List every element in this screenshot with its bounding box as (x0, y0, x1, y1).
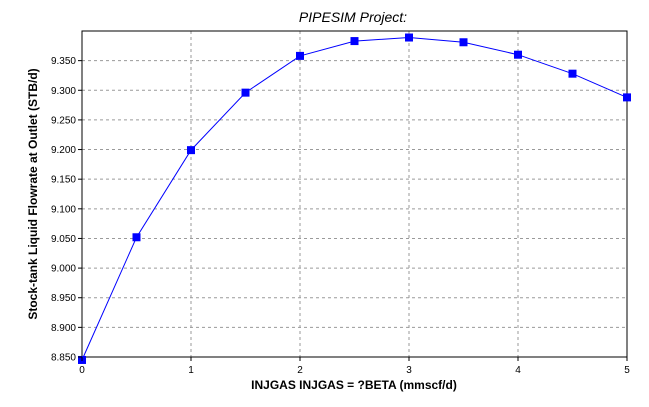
y-tick-label: 9.100 (51, 204, 76, 215)
x-tick-label: 2 (297, 365, 303, 376)
y-tick-label: 8.850 (51, 353, 76, 364)
y-tick-label: 9.200 (51, 145, 76, 156)
y-tick-label: 9.150 (51, 175, 76, 186)
y-tick-label: 9.000 (51, 264, 76, 275)
data-point (132, 233, 141, 242)
x-tick-label: 3 (406, 365, 412, 376)
plot-frame (81, 30, 628, 358)
y-tick-label: 9.300 (51, 86, 76, 97)
x-tick-label: 4 (515, 365, 521, 376)
y-tick-labels: 8.850 8.900 8.950 9.000 9.050 9.100 9.150 9.200… (51, 56, 82, 364)
data-point (187, 146, 195, 155)
data-point (623, 93, 631, 102)
series-layer (78, 33, 631, 364)
y-tick-label: 9.350 (51, 56, 76, 67)
data-point (350, 37, 359, 46)
x-tick-label: 1 (188, 365, 194, 376)
y-tick-label: 8.950 (51, 293, 76, 304)
series-line (81, 36, 628, 361)
x-tick-label: 5 (624, 365, 630, 376)
x-tick-label: 0 (79, 365, 85, 376)
y-tick-label: 9.250 (51, 115, 76, 126)
y-tick-label: 8.900 (51, 323, 76, 334)
y-axis-label: Stock-tank Liquid Flowrate at Outlet (ST… (26, 68, 40, 319)
chart-title: PIPESIM Project: (299, 9, 407, 25)
data-point (568, 69, 577, 78)
data-point (514, 50, 522, 59)
data-point (405, 33, 413, 42)
data-point (296, 51, 304, 60)
y-tick-label: 9.050 (51, 234, 76, 245)
x-tick-labels: 0 1 2 3 4 5 (79, 357, 630, 376)
x-axis-label: INJGAS INJGAS = ?BETA (mmscf/d) (251, 378, 457, 392)
data-point (459, 38, 468, 47)
data-point (241, 88, 250, 97)
